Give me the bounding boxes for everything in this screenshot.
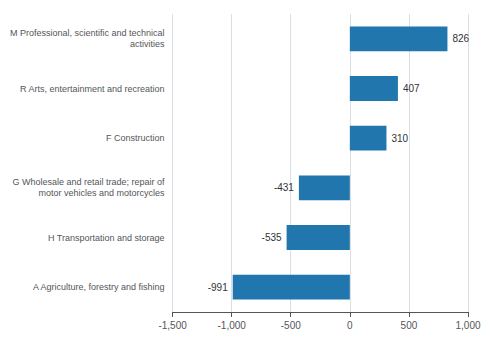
svg-text:activities: activities [130, 39, 165, 49]
svg-text:motor vehicles and motorcycles: motor vehicles and motorcycles [39, 188, 166, 198]
svg-text:-1,500: -1,500 [158, 320, 187, 331]
svg-text:G Wholesale and retail trade;: G Wholesale and retail trade; repair of [12, 177, 165, 187]
svg-text:-535: -535 [262, 232, 282, 243]
svg-text:M Professional, scientific and: M Professional, scientific and technical [10, 28, 165, 38]
svg-text:H Transportation and storage: H Transportation and storage [48, 233, 165, 243]
svg-text:0: 0 [347, 320, 353, 331]
svg-text:R Arts, entertainment and recr: R Arts, entertainment and recreation [20, 84, 165, 94]
svg-text:-431: -431 [274, 182, 294, 193]
svg-text:826: 826 [452, 33, 469, 44]
svg-text:500: 500 [401, 320, 418, 331]
svg-text:F Construction: F Construction [106, 133, 165, 143]
svg-text:-991: -991 [208, 282, 228, 293]
svg-text:407: 407 [403, 83, 420, 94]
svg-text:1,000: 1,000 [455, 320, 480, 331]
svg-text:-500: -500 [281, 320, 301, 331]
svg-text:A Agriculture, forestry and fi: A Agriculture, forestry and fishing [33, 282, 165, 292]
svg-text:310: 310 [391, 133, 408, 144]
svg-text:-1,000: -1,000 [217, 320, 246, 331]
